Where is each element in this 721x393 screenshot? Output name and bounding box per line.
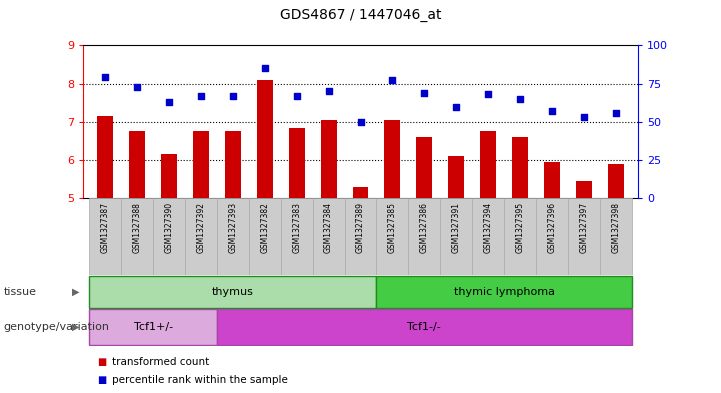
Point (547, 108, 558, 114)
Bar (353, 187, 368, 198)
Bar (280, 198, 313, 275)
Text: thymus: thymus (212, 287, 254, 297)
Bar (121, 198, 153, 275)
Point (323, 88, 335, 94)
Text: tissue: tissue (4, 287, 37, 297)
Bar (472, 198, 504, 275)
Bar (153, 198, 185, 275)
Bar (89, 198, 121, 275)
Text: GSM1327398: GSM1327398 (611, 202, 620, 253)
Bar (576, 181, 592, 198)
Bar (288, 128, 305, 198)
Bar (376, 198, 408, 275)
Text: GSM1327396: GSM1327396 (547, 202, 557, 253)
Text: ▶: ▶ (72, 287, 79, 297)
Text: GSM1327389: GSM1327389 (356, 202, 365, 253)
Bar (608, 164, 624, 198)
Text: GSM1327387: GSM1327387 (101, 202, 110, 253)
Point (163, 99, 174, 105)
Point (514, 95, 526, 102)
Point (195, 93, 207, 99)
Text: GSM1327391: GSM1327391 (452, 202, 461, 253)
Bar (345, 198, 376, 275)
Text: transformed count: transformed count (112, 357, 209, 367)
Text: genotype/variation: genotype/variation (4, 322, 110, 332)
Point (259, 65, 270, 71)
Text: GSM1327394: GSM1327394 (484, 202, 492, 253)
Text: GSM1327388: GSM1327388 (133, 202, 141, 253)
Bar (544, 162, 560, 198)
Point (131, 83, 143, 90)
Bar (441, 198, 472, 275)
Bar (97, 116, 113, 198)
Bar (376, 276, 632, 308)
Text: thymic lymphoma: thymic lymphoma (454, 287, 554, 297)
Point (355, 119, 366, 125)
Bar (217, 309, 632, 345)
Point (610, 110, 622, 116)
Text: GSM1327385: GSM1327385 (388, 202, 397, 253)
Text: GSM1327395: GSM1327395 (516, 202, 525, 253)
Point (386, 77, 398, 84)
Bar (257, 80, 273, 198)
Text: GSM1327383: GSM1327383 (292, 202, 301, 253)
Bar (448, 156, 464, 198)
Text: GSM1327384: GSM1327384 (324, 202, 333, 253)
Text: GSM1327393: GSM1327393 (229, 202, 237, 253)
Bar (568, 198, 600, 275)
Point (482, 91, 494, 97)
Text: GSM1327386: GSM1327386 (420, 202, 429, 253)
Bar (536, 198, 568, 275)
Point (578, 114, 590, 120)
Text: GSM1327397: GSM1327397 (580, 202, 588, 253)
Bar (512, 137, 528, 198)
Bar (161, 154, 177, 198)
Bar (313, 198, 345, 275)
Bar (504, 198, 536, 275)
Bar (89, 276, 376, 308)
Bar (193, 131, 209, 198)
Bar (384, 120, 400, 198)
Text: GSM1327382: GSM1327382 (260, 202, 269, 253)
Bar (408, 198, 441, 275)
Text: ▶: ▶ (72, 322, 79, 332)
Point (291, 93, 302, 99)
Text: GSM1327392: GSM1327392 (196, 202, 205, 253)
Text: ■: ■ (97, 375, 107, 385)
Bar (129, 131, 145, 198)
Point (451, 103, 462, 110)
Bar (416, 137, 433, 198)
Point (419, 90, 430, 96)
Text: Tcf1+/-: Tcf1+/- (133, 322, 172, 332)
Text: GSM1327390: GSM1327390 (164, 202, 174, 253)
Bar (600, 198, 632, 275)
Bar (225, 131, 241, 198)
Bar (185, 198, 217, 275)
Text: Tcf1-/-: Tcf1-/- (407, 322, 441, 332)
Point (99, 74, 111, 81)
Text: ■: ■ (97, 357, 107, 367)
Bar (217, 198, 249, 275)
Text: GDS4867 / 1447046_at: GDS4867 / 1447046_at (280, 7, 441, 22)
Bar (321, 120, 337, 198)
Point (227, 93, 239, 99)
Bar (249, 198, 280, 275)
Text: percentile rank within the sample: percentile rank within the sample (112, 375, 288, 385)
Bar (89, 309, 217, 345)
Bar (480, 131, 496, 198)
